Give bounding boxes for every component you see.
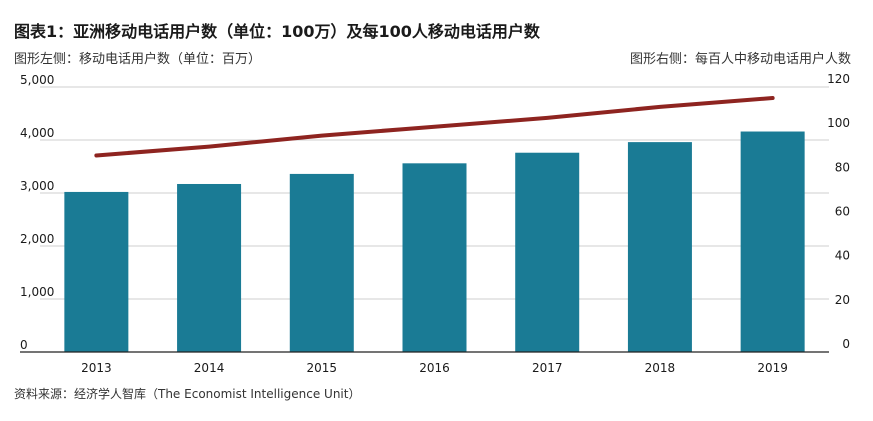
line-series-path [94, 96, 775, 158]
y-left-tick-label: 3,000 [20, 179, 54, 193]
bar-2016 [402, 163, 467, 352]
y-right-tick-label: 60 [835, 205, 850, 219]
tick-labels: 2013 2014 2015 2016 2017 2018 2019 0 1,000 2,000 3… [20, 72, 850, 375]
chart-title: 图表1：亚洲移动电话用户数（单位：100万）及每100人移动电话用户数 [14, 22, 540, 41]
y-right-tick-label: 40 [835, 249, 850, 263]
y-left-tick-label: 0 [20, 338, 28, 352]
bar-2014 [177, 183, 242, 352]
y-right-tick-label: 120 [827, 72, 850, 86]
left-axis-subtitle: 图形左侧：移动电话用户数（单位：百万） [14, 52, 262, 67]
y-left-tick-label: 1,000 [20, 285, 54, 299]
bar-2013 [64, 191, 129, 352]
y-right-tick-label: 0 [842, 337, 850, 351]
x-tick-label-2014: 2014 [194, 361, 225, 375]
y-left-tick-label: 2,000 [20, 232, 54, 246]
y-right-tick-label: 80 [835, 160, 850, 174]
x-tick-label-2016: 2016 [419, 361, 450, 375]
x-tick-label-2018: 2018 [645, 361, 676, 375]
source-note: 资料来源：经济学人智库（The Economist Intelligence U… [14, 387, 361, 401]
bar-2017 [515, 152, 580, 352]
y-left-tick-label: 4,000 [20, 126, 54, 140]
bar-2015 [289, 173, 354, 352]
right-axis-subtitle: 图形右侧：每百人中移动电话用户人数 [629, 52, 851, 67]
x-tick-label-2015: 2015 [307, 361, 338, 375]
y-right-tick-label: 100 [827, 116, 850, 130]
line-series [94, 96, 775, 158]
y-left-tick-label: 5,000 [20, 73, 54, 87]
y-right-tick-label: 20 [835, 293, 850, 307]
bar-2019 [740, 131, 805, 352]
bar-2018 [627, 142, 692, 352]
x-tick-label-2019: 2019 [757, 361, 788, 375]
x-tick-label-2017: 2017 [532, 361, 563, 375]
bar-series [64, 131, 805, 352]
x-tick-label-2013: 2013 [81, 361, 112, 375]
